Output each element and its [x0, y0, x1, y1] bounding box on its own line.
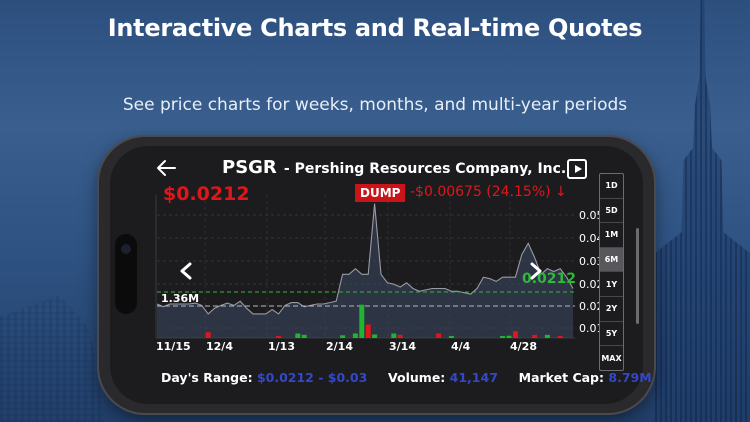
- x-tick: 4/28: [510, 340, 537, 353]
- stats-bar: Day's Range: $0.0212 - $0.03 Volume: 41,…: [161, 370, 652, 385]
- background-empire-state-building: [655, 0, 750, 422]
- page-title: PSGR - Pershing Resources Company, Inc.: [222, 157, 566, 178]
- y-tick: 0.02: [579, 278, 604, 291]
- status-badge: DUMP: [355, 184, 406, 202]
- range-max[interactable]: MAX: [601, 353, 622, 363]
- volume-marker-label: 1.36M: [161, 292, 200, 305]
- range-2y[interactable]: 2Y: [600, 297, 623, 322]
- x-tick: 11/15: [156, 340, 191, 353]
- camera-icon: [121, 244, 131, 254]
- promo-subline: See price charts for weeks, months, and …: [122, 95, 628, 115]
- play-square-icon[interactable]: [567, 159, 587, 179]
- range-5y[interactable]: 5Y: [600, 322, 623, 347]
- x-tick: 1/13: [268, 340, 295, 353]
- promo-headline: Interactive Charts and Real-time Quotes: [107, 14, 643, 42]
- range-1d[interactable]: 1D: [600, 174, 623, 199]
- x-tick: 3/14: [389, 340, 416, 353]
- y-tick: 0.03: [579, 255, 604, 268]
- dynamic-island: [115, 234, 137, 314]
- arrow-left-icon: [157, 160, 176, 176]
- range-1y[interactable]: 1Y: [600, 272, 623, 297]
- days-range-label: Day's Range:: [161, 370, 253, 385]
- back-button[interactable]: [155, 157, 177, 179]
- price-chart[interactable]: [155, 195, 575, 340]
- x-tick: 4/4: [451, 340, 471, 353]
- chevron-left-icon: [180, 262, 192, 280]
- ticker-symbol: PSGR: [222, 157, 277, 178]
- days-range-value: $0.0212 - $0.03: [256, 370, 368, 385]
- scrollbar[interactable]: [636, 228, 639, 324]
- volume-label: Volume:: [388, 370, 446, 385]
- y-tick: 0.02: [579, 300, 604, 313]
- price-change: -$0.00675 (24.15%) ↓: [410, 184, 567, 200]
- range-selector: 1D 5D 1M 6M 1Y 2Y 5Y MAX: [599, 173, 624, 371]
- next-period-button[interactable]: [528, 262, 544, 280]
- volume-value: 41,147: [449, 370, 498, 385]
- current-price: $0.0212: [163, 183, 250, 205]
- market-cap-value: 8.79M: [608, 370, 652, 385]
- previous-period-button[interactable]: [178, 262, 194, 280]
- y-tick: 0.05: [579, 209, 604, 222]
- market-cap-label: Market Cap:: [518, 370, 605, 385]
- range-6m[interactable]: 6M: [600, 247, 623, 273]
- y-tick: 0.04: [579, 232, 604, 245]
- chevron-right-icon: [530, 262, 542, 280]
- y-tick: 0.01: [579, 322, 604, 335]
- range-1m[interactable]: 1M: [600, 223, 623, 248]
- range-5d[interactable]: 5D: [600, 199, 623, 224]
- x-tick: 12/4: [206, 340, 233, 353]
- x-tick: 2/14: [326, 340, 353, 353]
- company-name: - Pershing Resources Company, Inc.: [283, 161, 567, 177]
